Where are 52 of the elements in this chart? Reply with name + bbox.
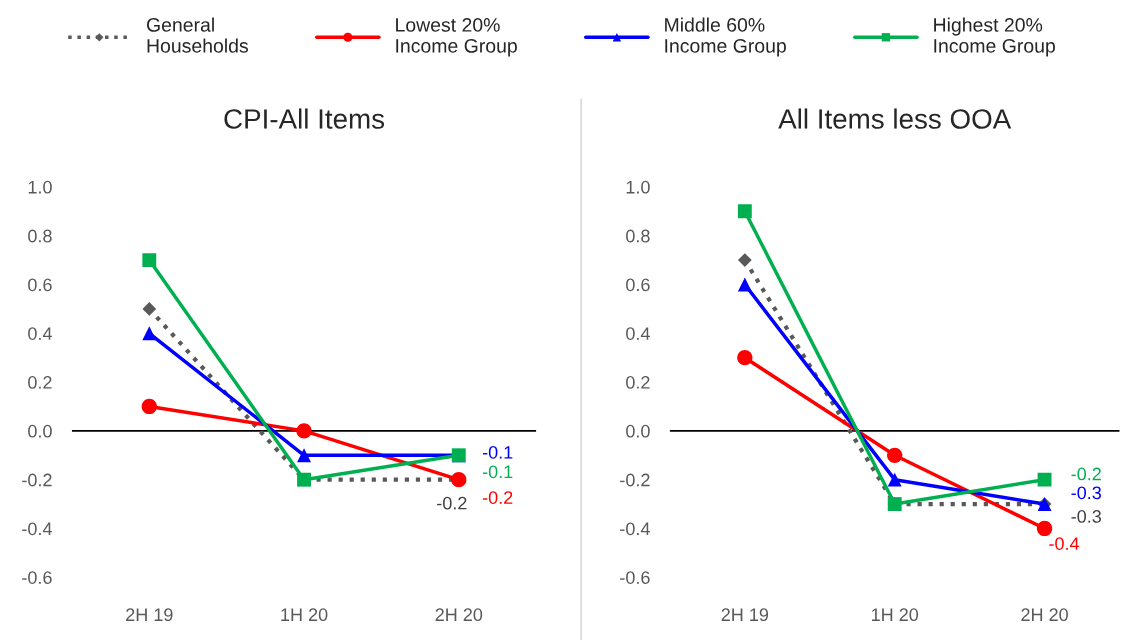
- point: [887, 472, 902, 487]
- x-tick-label: 2H 19: [721, 608, 769, 622]
- chart-title: All Items less OOA: [778, 108, 1012, 129]
- point: [142, 253, 157, 268]
- y-tick-label: -0.4: [22, 522, 52, 536]
- x-tick-label: 2H 20: [435, 608, 483, 622]
- point: [737, 277, 752, 292]
- y-tick-label: 1.0: [28, 180, 52, 194]
- y-tick-label: 1.0: [626, 180, 650, 194]
- y-tick-label: 0.2: [626, 376, 650, 389]
- y-tick-label: 0.2: [28, 376, 52, 389]
- y-tick-label: 0.4: [626, 327, 650, 340]
- legend-label: Lowest 20% Income Group: [396, 18, 517, 57]
- y-tick-label: 0.6: [28, 278, 52, 292]
- y-tick-label: 0.6: [626, 278, 650, 292]
- point: [297, 448, 311, 463]
- data-label: -0.3: [1071, 510, 1101, 523]
- point: [142, 326, 157, 341]
- y-tick-label: 0.0: [28, 424, 52, 438]
- point: [1036, 520, 1053, 537]
- data-label: -0.3: [1071, 486, 1101, 500]
- y-tick-label: -0.2: [22, 473, 52, 487]
- point: [296, 423, 312, 439]
- data-label: -0.2: [1071, 467, 1101, 481]
- chart-title: CPI-All Items: [224, 108, 385, 129]
- point: [737, 350, 753, 366]
- legend-label: General Households: [146, 17, 248, 53]
- y-tick-label: 0.8: [28, 229, 52, 243]
- data-label: -0.1: [482, 445, 513, 459]
- y-tick-label: 0.4: [28, 327, 52, 340]
- point: [142, 302, 157, 316]
- x-tick-label: 2H 20: [1021, 608, 1068, 622]
- data-label: -0.2: [437, 496, 467, 510]
- point: [737, 253, 752, 267]
- y-tick-label: 0.0: [626, 424, 650, 438]
- data-label: -0.4: [1049, 537, 1080, 550]
- y-tick-label: 0.8: [626, 229, 650, 243]
- legend-label: Highest 20% Income Group: [934, 17, 1055, 57]
- y-tick-label: -0.2: [620, 473, 650, 487]
- data-label: -0.2: [482, 491, 513, 504]
- data-label: -0.1: [482, 465, 513, 479]
- x-tick-label: 1H 20: [871, 608, 919, 622]
- y-tick-label: -0.6: [22, 571, 52, 584]
- point: [887, 447, 903, 463]
- legend-label: Middle 60% Income Group: [665, 17, 786, 57]
- x-tick-label: 2H 19: [126, 608, 173, 622]
- y-tick-label: -0.4: [620, 522, 650, 536]
- x-tick-label: 1H 20: [281, 608, 328, 622]
- point: [1037, 472, 1052, 487]
- point: [141, 398, 157, 415]
- y-tick-label: -0.6: [620, 571, 650, 584]
- point: [737, 204, 752, 219]
